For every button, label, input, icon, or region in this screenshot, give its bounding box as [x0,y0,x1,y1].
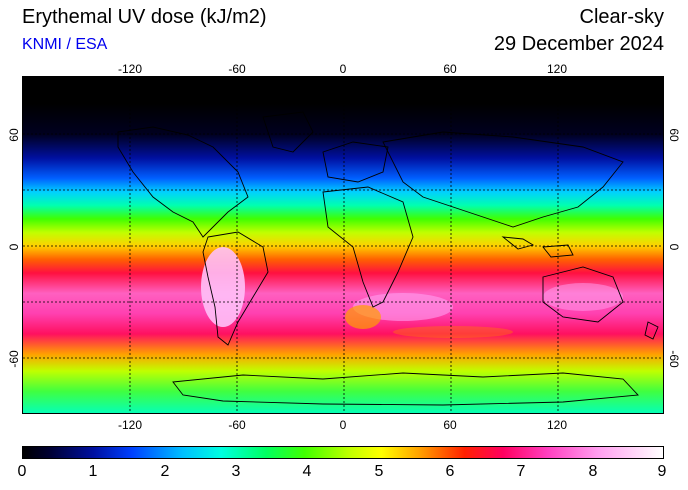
lon-tick-bottom: 60 [443,418,457,432]
lat-tick-left: 60 [7,128,21,142]
lon-tick-top: 0 [339,62,347,76]
colorbar-label: 5 [374,463,384,480]
lon-tick-top: 60 [443,62,457,76]
colorbar-label: 3 [231,463,241,480]
lon-tick-top: 120 [546,62,568,76]
colorbar-label: 7 [516,463,526,480]
lon-tick-bottom: 0 [339,418,347,432]
lon-tick-top: -60 [228,62,246,76]
uv-map-canvas [23,77,663,413]
uv-map [22,76,664,414]
colorbar-label: 4 [302,463,312,480]
colorbar-label: 8 [588,463,598,480]
map-date: 29 December 2024 [493,33,664,55]
lat-tick-right: -60 [667,350,681,368]
map-title: Erythemal UV dose (kJ/m2) [22,6,267,28]
uv-colorbar [22,446,664,459]
lat-tick-left: 0 [7,243,21,251]
colorbar-label: 0 [17,463,27,480]
colorbar-label: 1 [88,463,98,480]
colorbar-label: 9 [657,463,667,480]
lat-tick-left: -60 [7,350,21,368]
sky-condition: Clear-sky [579,6,664,28]
colorbar-label: 6 [445,463,455,480]
lat-tick-right: 60 [667,128,681,142]
lon-tick-top: -120 [117,62,143,76]
lon-tick-bottom: 120 [546,418,568,432]
data-credit: KNMI / ESA [22,36,108,53]
lon-tick-bottom: -120 [117,418,143,432]
lon-tick-bottom: -60 [228,418,246,432]
colorbar-label: 2 [160,463,170,480]
lat-tick-right: 0 [667,243,681,251]
